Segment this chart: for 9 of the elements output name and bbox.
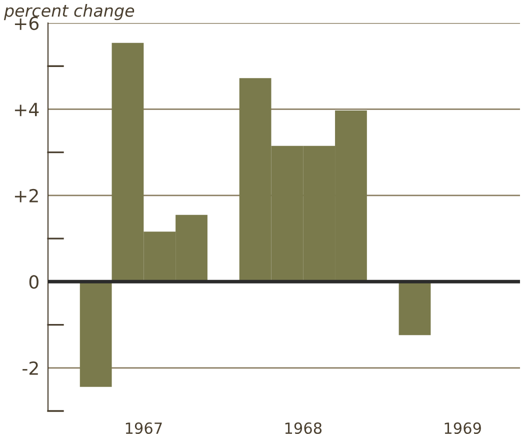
y-tick-label: +4 <box>14 102 39 116</box>
x-tick-label: 1967 <box>126 422 162 434</box>
x-tick-label: 1968 <box>285 422 322 434</box>
x-tick-label: 1969 <box>444 422 481 434</box>
y-tick-label: 0 <box>29 275 38 289</box>
y-tick-label: +2 <box>14 188 38 202</box>
bar <box>398 282 431 336</box>
bar <box>80 282 112 387</box>
y-tick-label: -2 <box>22 361 38 375</box>
